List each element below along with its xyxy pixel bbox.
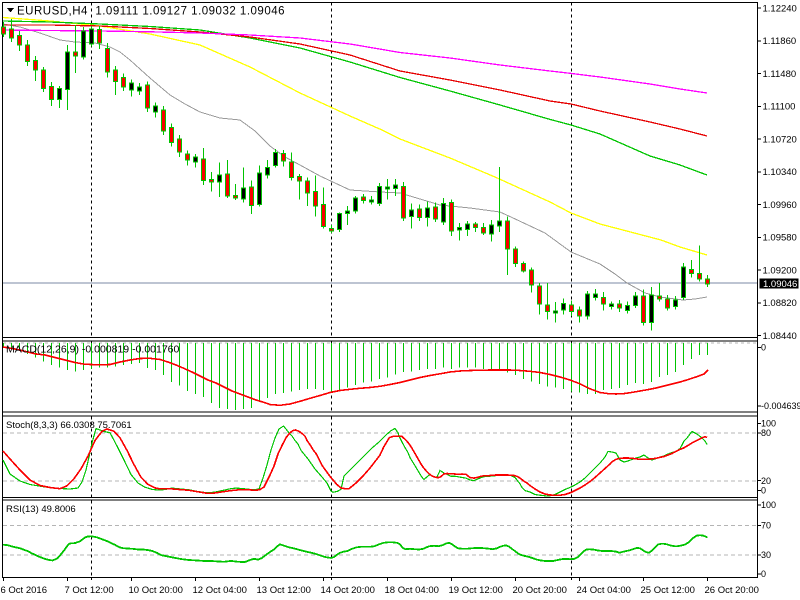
- svg-text:0: 0: [761, 569, 766, 579]
- svg-text:18 Oct 04:00: 18 Oct 04:00: [385, 585, 439, 596]
- svg-text:1.10340: 1.10340: [763, 167, 797, 178]
- svg-text:MACD(12,26,9) -0.000819 -0.001: MACD(12,26,9) -0.000819 -0.001760: [6, 344, 180, 356]
- svg-text:1.09200: 1.09200: [763, 265, 797, 276]
- svg-text:1.10720: 1.10720: [763, 134, 797, 145]
- svg-text:13 Oct 12:00: 13 Oct 12:00: [257, 585, 311, 596]
- svg-text:26 Oct 20:00: 26 Oct 20:00: [705, 585, 759, 596]
- svg-text:-0.004639: -0.004639: [761, 401, 800, 411]
- svg-text:7 Oct 12:00: 7 Oct 12:00: [65, 585, 114, 596]
- svg-text:1.11860: 1.11860: [763, 36, 797, 47]
- svg-text:1.08440: 1.08440: [763, 331, 797, 342]
- svg-text:100: 100: [761, 419, 776, 429]
- svg-text:100: 100: [761, 500, 776, 510]
- svg-text:Stoch(8,3,3) 66.0308 75.7061: Stoch(8,3,3) 66.0308 75.7061: [6, 420, 132, 431]
- svg-text:6 Oct 2016: 6 Oct 2016: [1, 585, 47, 596]
- svg-text:30: 30: [761, 550, 771, 560]
- svg-text:0: 0: [761, 343, 766, 353]
- svg-text:20 Oct 20:00: 20 Oct 20:00: [513, 585, 567, 596]
- svg-text:10 Oct 20:00: 10 Oct 20:00: [129, 585, 183, 596]
- svg-text:1.09046: 1.09046: [763, 279, 797, 290]
- svg-text:EURUSD,H4 1.09111 1.09127 1.0: EURUSD,H4 1.09111 1.09127 1.09032 1.0904…: [17, 6, 285, 18]
- svg-text:1.09960: 1.09960: [763, 200, 797, 211]
- svg-text:1.11100: 1.11100: [763, 102, 796, 113]
- svg-text:25 Oct 12:00: 25 Oct 12:00: [641, 585, 695, 596]
- svg-text:1.08820: 1.08820: [763, 298, 797, 309]
- svg-text:70: 70: [761, 521, 771, 531]
- svg-text:20: 20: [761, 476, 771, 486]
- svg-text:80: 80: [761, 428, 771, 438]
- svg-text:0: 0: [761, 486, 766, 496]
- svg-text:14 Oct 20:00: 14 Oct 20:00: [321, 585, 375, 596]
- svg-text:19 Oct 12:00: 19 Oct 12:00: [449, 585, 503, 596]
- svg-text:RSI(13) 49.8006: RSI(13) 49.8006: [6, 504, 76, 515]
- svg-text:24 Oct 04:00: 24 Oct 04:00: [577, 585, 631, 596]
- svg-text:12 Oct 04:00: 12 Oct 04:00: [193, 585, 247, 596]
- svg-text:1.11480: 1.11480: [763, 69, 797, 80]
- svg-text:1.09580: 1.09580: [763, 233, 797, 244]
- svg-text:1.12240: 1.12240: [763, 3, 797, 14]
